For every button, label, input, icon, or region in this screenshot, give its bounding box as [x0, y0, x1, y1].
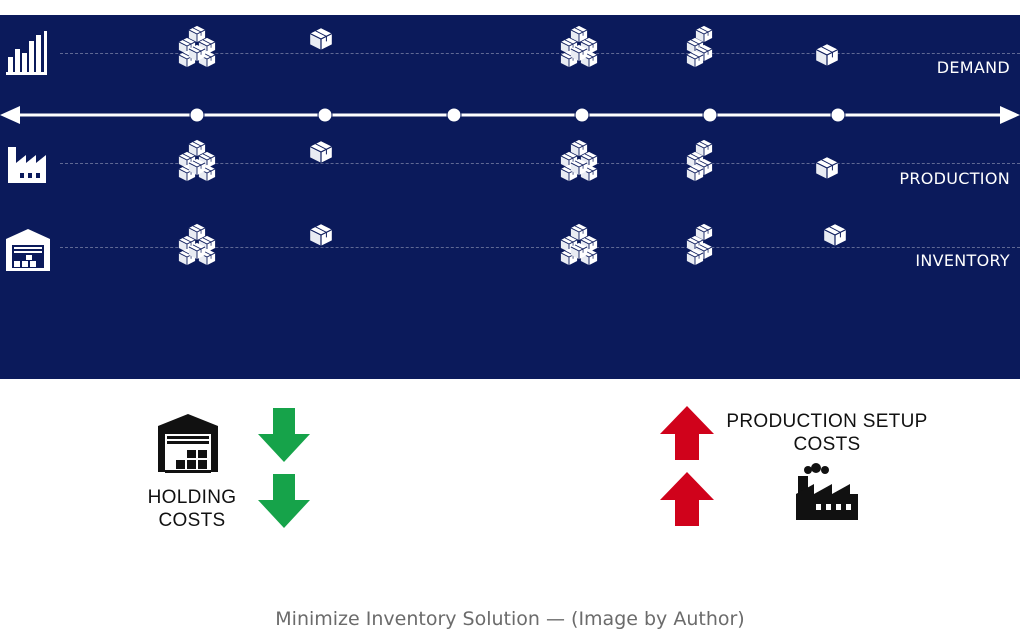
arrow-up-icon — [660, 472, 714, 526]
factory-icon — [796, 463, 858, 520]
box-icon — [823, 223, 847, 247]
box-stack-icon — [558, 139, 600, 183]
arrow-down-icon — [258, 408, 310, 462]
bar-chart-icon — [6, 31, 47, 75]
box-stack-icon — [176, 139, 218, 183]
box-stack-icon — [684, 139, 716, 183]
box-stack-icon — [176, 25, 218, 69]
holding-costs-label: HOLDING COSTS — [147, 487, 237, 531]
box-icon — [309, 223, 333, 247]
box-icon — [309, 27, 333, 51]
factory-icon — [8, 147, 46, 183]
box-stack-icon — [684, 223, 716, 267]
box-stack-icon — [176, 223, 218, 267]
arrow-down-icon — [258, 474, 310, 528]
timeline-axis — [0, 106, 1020, 124]
box-stack-icon — [558, 25, 600, 69]
production-setup-costs-label: PRODUCTION SETUP COSTS — [726, 411, 928, 455]
timeline-panel: DEMAND PRODUCTION INVENTO — [0, 15, 1020, 379]
warehouse-icon — [158, 414, 218, 473]
inventory-label: INVENTORY — [915, 251, 1010, 270]
box-icon — [815, 156, 839, 180]
demand-row-line — [60, 53, 1020, 54]
production-label: PRODUCTION — [899, 169, 1010, 188]
box-icon — [815, 43, 839, 67]
warehouse-icon — [6, 229, 50, 271]
inventory-row-line — [60, 247, 1020, 248]
box-stack-icon — [684, 25, 716, 69]
figure-caption: Minimize Inventory Solution — (Image by … — [275, 608, 745, 630]
demand-label: DEMAND — [936, 58, 1010, 77]
box-stack-icon — [558, 223, 600, 267]
production-row-line — [60, 163, 1020, 164]
arrow-up-icon — [660, 406, 714, 460]
box-icon — [309, 140, 333, 164]
